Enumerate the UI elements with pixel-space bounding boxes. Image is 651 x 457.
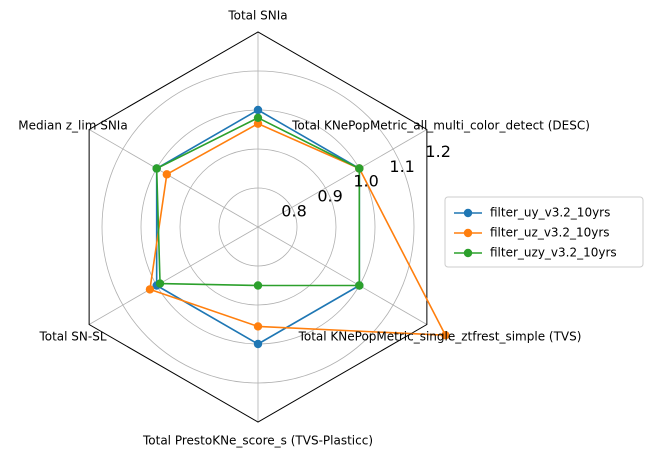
- radar-frame: [88, 31, 428, 423]
- tick-label-3: 1.1: [389, 157, 414, 176]
- series-2-point-2: [152, 164, 161, 173]
- legend-item-1: filter_uz_v3.2_10yrs: [454, 226, 610, 240]
- legend: filter_uy_v3.2_10yrs filter_uz_v3.2_10yrs…: [444, 196, 644, 268]
- series-0-point-1: [253, 105, 263, 115]
- legend-swatch-marker-0: [463, 208, 473, 218]
- spoke-3: [88, 226, 259, 325]
- radar-grid: [88, 31, 428, 423]
- tick-label-0: 0.8: [281, 202, 306, 221]
- spoke-2: [88, 129, 259, 228]
- series-2-point-3: [155, 279, 165, 288]
- series-2-point-5: [355, 281, 364, 290]
- grid-circle-1: [179, 148, 337, 306]
- series-2-point-1: [253, 113, 263, 123]
- series-2: [152, 113, 364, 290]
- axis-label-1: Total SNIa: [227, 9, 287, 23]
- legend-item-2: filter_uzy_v3.2_10yrs: [454, 246, 617, 260]
- series-0-point-4: [253, 339, 263, 349]
- tick-label-4: 1.2: [425, 142, 450, 161]
- series-1: [145, 119, 450, 340]
- series-line-1: [149, 122, 447, 337]
- axis-labels: Total KNePopMetric_all_multi_color_detec…: [18, 9, 590, 448]
- tick-label-1: 0.9: [317, 187, 342, 206]
- series-2-point-0: [355, 164, 364, 173]
- grid-circle-3: [101, 70, 415, 384]
- series-1-point-1: [253, 119, 263, 128]
- axis-label-0: Total KNePopMetric_all_multi_color_detec…: [291, 119, 590, 133]
- series-1-point-2: [162, 170, 172, 179]
- tick-label-2: 1.0: [353, 172, 378, 191]
- legend-item-0: filter_uy_v3.2_10yrs: [454, 206, 610, 220]
- radial-tick-labels: 0.8 0.9 1.0 1.1 1.2: [281, 142, 451, 221]
- axis-label-5: Total KNePopMetric_single_ztfrest_simple…: [298, 330, 582, 344]
- legend-box: [444, 196, 644, 268]
- axis-label-2: Median z_lim SNIa: [18, 119, 127, 133]
- series-1-point-3: [145, 285, 155, 294]
- legend-label-2: filter_uzy_v3.2_10yrs: [490, 246, 617, 260]
- spoke-5: [257, 226, 428, 325]
- legend-swatch-marker-2: [463, 248, 473, 258]
- series-2-point-4: [253, 281, 263, 290]
- grid-circle-0: [218, 187, 298, 267]
- legend-label-0: filter_uy_v3.2_10yrs: [490, 206, 610, 220]
- legend-label-1: filter_uz_v3.2_10yrs: [490, 226, 610, 240]
- spoke-0: [257, 129, 428, 228]
- radar-series: [145, 105, 450, 349]
- axis-label-4: Total PrestoKNe_score_s (TVS-Plasticc): [142, 434, 373, 448]
- series-1-point-4: [253, 322, 263, 331]
- axis-label-3: Total SN-SL: [38, 330, 106, 344]
- series-1-point-5: [441, 331, 450, 340]
- legend-swatch-marker-1: [463, 228, 473, 238]
